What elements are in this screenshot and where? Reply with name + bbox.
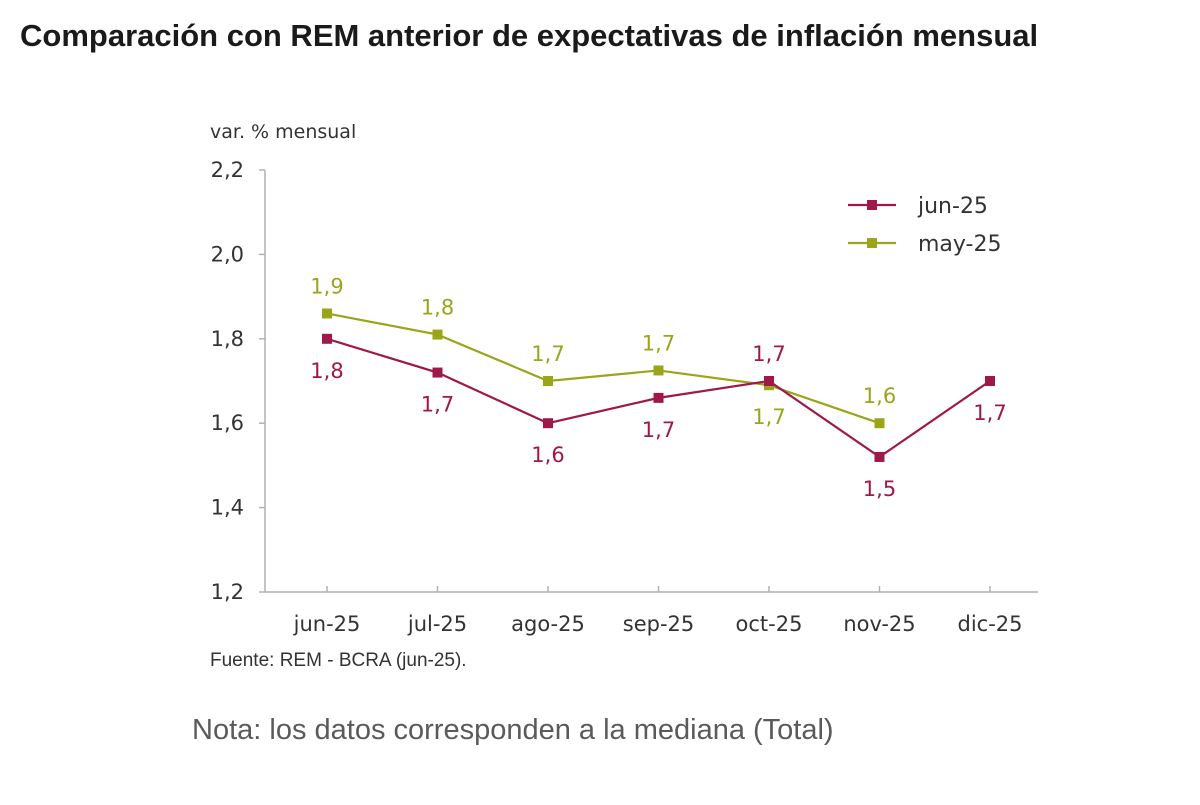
data-label-may: 1,7 — [642, 331, 675, 355]
tick-labels: 2,2 2,0 1,8 1,6 1,4 1,2 jun-25 jul-25 ago-25 sep-… — [211, 158, 1023, 636]
series-line-may — [326, 312, 880, 425]
y-tick-label: 2,0 — [211, 242, 244, 266]
data-label-may: 1,8 — [421, 296, 454, 320]
y-tick-label: 1,2 — [211, 580, 244, 604]
y-tick-label: 2,2 — [211, 158, 244, 182]
data-label-jun: 1,7 — [752, 342, 785, 366]
chart-title: Comparación con REM anterior de expectat… — [20, 18, 1039, 53]
axes — [259, 169, 1038, 593]
x-tick-label: oct-25 — [736, 612, 803, 636]
x-tick-label: sep-25 — [623, 612, 695, 636]
x-tick-label: ago-25 — [511, 612, 585, 636]
data-label-may: 1,7 — [531, 342, 564, 366]
data-label-may: 1,6 — [863, 384, 896, 408]
legend-marker-may — [867, 238, 877, 248]
series-points — [322, 308, 995, 462]
data-label-jun: 1,7 — [973, 401, 1006, 425]
data-label-jun: 1,8 — [310, 359, 343, 383]
data-point-jun — [653, 392, 664, 403]
x-tick-label: jul-25 — [407, 612, 467, 636]
y-tick-label: 1,6 — [211, 411, 244, 435]
legend-marker-jun — [867, 200, 877, 210]
data-label-may: 1,9 — [310, 274, 343, 298]
x-tick-label: dic-25 — [957, 612, 1022, 636]
data-point-may — [432, 329, 443, 340]
data-label-jun: 1,7 — [642, 418, 675, 442]
data-point-jun — [432, 367, 443, 378]
legend: jun-25 may-25 — [848, 194, 1001, 257]
data-point-jun — [874, 451, 885, 462]
source-note: Fuente: REM - BCRA (jun-25). — [210, 650, 467, 671]
data-label-jun: 1,5 — [863, 477, 896, 501]
data-label-jun: 1,6 — [531, 443, 564, 467]
data-point-may — [653, 365, 664, 376]
legend-label-may: may-25 — [918, 232, 1001, 257]
data-label-may: 1,7 — [752, 405, 785, 429]
data-point-may — [322, 308, 332, 319]
legend-label-jun: jun-25 — [917, 194, 988, 219]
y-axis-label: var. % mensual — [210, 121, 356, 143]
data-point-jun — [985, 376, 995, 386]
data-point-may — [543, 376, 553, 386]
data-point-jun — [764, 376, 774, 386]
x-tick-label: nov-25 — [843, 612, 915, 636]
y-tick-label: 1,8 — [211, 327, 244, 351]
y-tick-label: 1,4 — [211, 496, 244, 520]
data-point-may — [874, 418, 885, 429]
data-label-jun: 1,7 — [421, 393, 454, 417]
data-labels: 1,9 1,8 1,7 1,7 1,7 1,6 1,8 1,7 1,6 1,7 1,7 1,5 1,7 — [310, 274, 1006, 500]
data-point-jun — [322, 333, 332, 344]
data-point-jun — [543, 418, 553, 429]
footnote: Nota: los datos corresponden a la median… — [192, 714, 834, 746]
x-tick-label: jun-25 — [293, 612, 361, 636]
